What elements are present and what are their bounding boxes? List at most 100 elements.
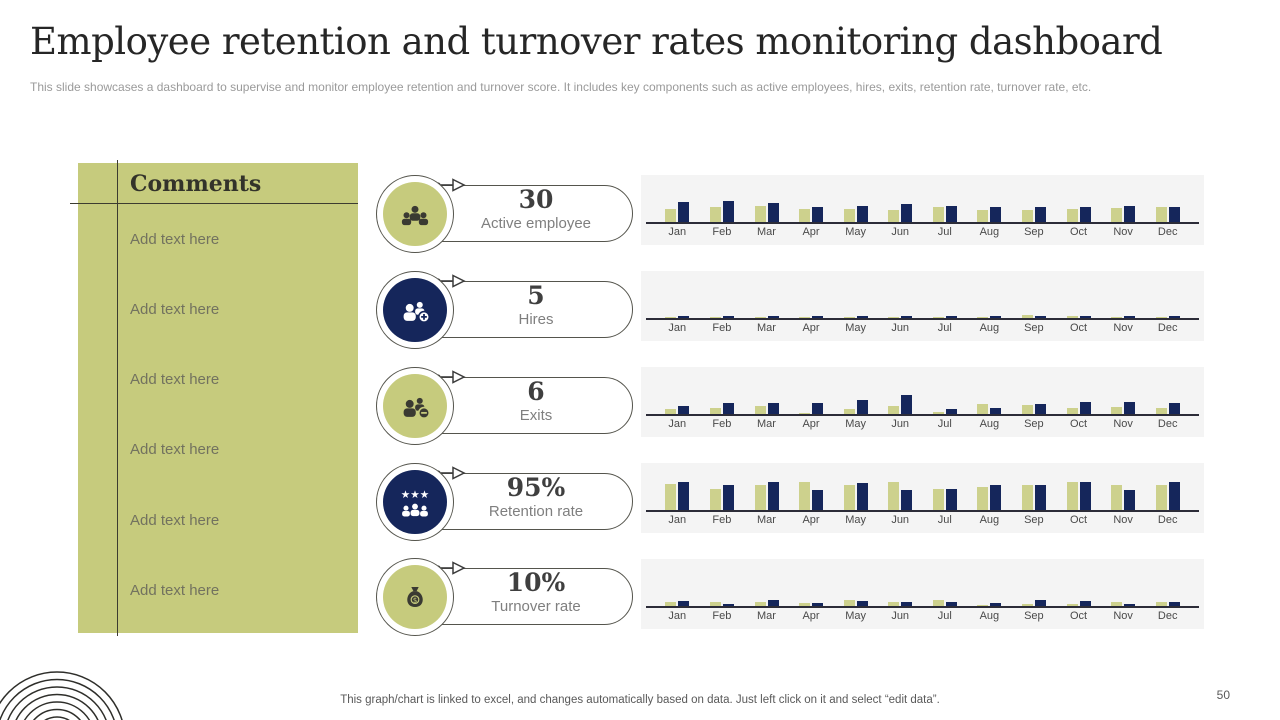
mini-bar-chart-hires[interactable]: Jan Feb Mar Apr May Jun Jul Aug Sep Oct Nov Dec [641,271,1204,341]
comment-row[interactable]: Add text here [130,231,220,248]
x-axis-line [646,510,1199,512]
mini-bar-chart-retention-rate[interactable]: Jan Feb Mar Apr May Jun Jul Aug Sep Oct Nov Dec [641,463,1204,533]
bar-navy-series [1034,485,1046,510]
month-tick-label: Mar [757,514,776,526]
month-tick-label: Dec [1157,322,1178,334]
bar-olive-series [665,602,677,606]
month-tick-label: Feb [712,514,732,526]
bar-olive-series [843,485,855,510]
bar-navy-series [1168,403,1180,414]
bar-navy-series [901,316,913,318]
kpi-value: 10% [506,568,566,597]
month-tick-label: Dec [1157,226,1178,238]
bar-navy-series [1168,207,1180,222]
kpi-value: 6 [527,377,545,406]
badge-icon-circle [383,278,447,342]
comment-row[interactable]: Add text here [130,441,220,458]
month-tick-label: May [845,226,866,238]
bar-navy-series [1079,402,1091,414]
bar-olive-series [1155,317,1167,318]
bar-navy-series [990,408,1002,414]
bar-navy-series [1124,316,1136,318]
month-tick-label: Oct [1069,610,1088,622]
comment-row[interactable]: Add text here [130,512,220,529]
bar-olive-series [1066,209,1078,222]
bar-olive-series [709,317,721,318]
bar-navy-series [1124,490,1136,510]
month-tick-label: Apr [802,418,820,430]
bar-olive-series [665,484,677,510]
bar-navy-series [856,601,868,606]
page-title: Employee retention and turnover rates mo… [30,20,1163,63]
bar-olive-series [1111,208,1123,222]
month-tick-label: Mar [757,322,776,334]
month-tick-label: Aug [979,514,1000,526]
bar-olive-series [754,602,766,606]
comment-row[interactable]: Add text here [130,301,220,318]
month-tick-label: May [845,514,866,526]
bar-navy-series [1124,604,1136,606]
month-tick-label: Mar [757,418,776,430]
bar-olive-series [932,412,944,414]
bar-olive-series [1155,602,1167,606]
bar-navy-series [722,403,734,414]
kpi-label: Turnover rate [491,598,581,615]
bar-navy-series [812,316,823,318]
bar-olive-series [799,603,810,606]
bar-olive-series [665,209,677,222]
mini-bar-chart-active-employee[interactable]: Jan Feb Mar Apr May Jun Jul Aug Sep Oct Nov Dec [641,175,1204,245]
bar-navy-series [856,483,868,510]
footer-note: This graph/chart is linked to excel, and… [340,694,940,706]
month-tick-label: Jul [937,322,952,334]
bar-olive-series [1111,485,1123,510]
month-tick-label: May [845,418,866,430]
bar-navy-series [990,485,1002,510]
bar-olive-series [1066,316,1078,318]
bar-olive-series [799,317,810,318]
bar-navy-series [767,316,779,318]
bar-olive-series [977,404,989,414]
month-tick-label: Jan [668,226,687,238]
bar-navy-series [1034,600,1046,606]
bar-navy-series [945,489,957,510]
bar-olive-series [709,408,721,414]
mini-bar-chart-exits[interactable]: Jan Feb Mar Apr May Jun Jul Aug Sep Oct Nov Dec [641,367,1204,437]
bar-navy-series [1079,482,1091,510]
month-tick-label: Sep [1024,418,1044,430]
svg-text:$: $ [413,596,417,604]
kpi-value: 5 [527,281,545,310]
bar-olive-series [843,209,855,222]
month-tick-label: May [845,322,866,334]
month-tick-label: Feb [712,322,732,334]
month-tick-label: Dec [1157,610,1178,622]
exit-icon [403,397,431,419]
bar-olive-series [977,487,989,510]
bar-olive-series [709,489,721,510]
bar-navy-series [990,207,1002,222]
month-tick-label: Dec [1157,418,1178,430]
svg-text:★★★: ★★★ [401,489,429,501]
month-tick-label: Sep [1024,226,1044,238]
comment-row[interactable]: Add text here [130,371,220,388]
month-tick-label: Jan [668,610,687,622]
bar-olive-series [709,602,721,606]
bar-navy-series [678,202,690,222]
team-icon [401,205,429,226]
x-axis-line [646,606,1199,608]
mini-bar-chart-turnover-rate[interactable]: Jan Feb Mar Apr May Jun Jul Aug Sep Oct Nov Dec [641,559,1204,629]
bar-olive-series [977,317,989,318]
month-tick-label: Apr [802,226,820,238]
bar-olive-series [977,605,989,606]
bar-navy-series [945,409,957,414]
hire-icon [403,301,431,323]
month-tick-label: Jul [937,226,952,238]
bar-navy-series [767,482,779,510]
month-tick-label: Jan [668,322,687,334]
month-tick-label: Nov [1113,322,1133,334]
comment-row[interactable]: Add text here [130,582,220,599]
bar-navy-series [812,603,823,606]
kpi-badge-exits: 6 Exits [376,364,640,448]
badge-icon-circle: $ [383,565,447,629]
bar-olive-series [888,210,900,222]
